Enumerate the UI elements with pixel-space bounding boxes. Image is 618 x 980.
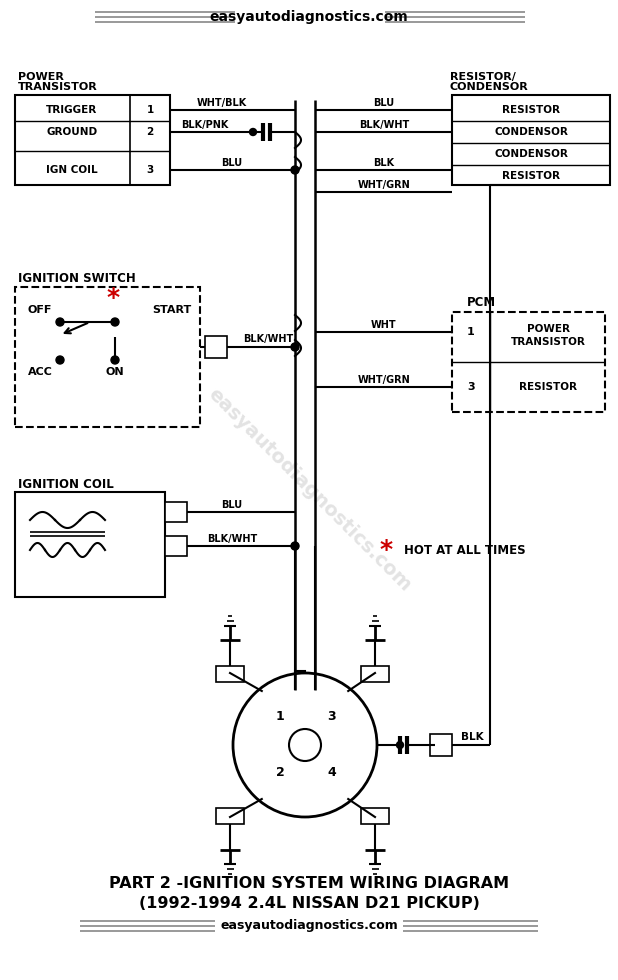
Text: BLU: BLU (221, 500, 242, 510)
Bar (361, 666, 389, 682)
Text: PCM: PCM (467, 297, 496, 310)
Circle shape (291, 542, 299, 550)
Text: easyautodiagnostics.com: easyautodiagnostics.com (220, 919, 398, 933)
Text: RESISTOR: RESISTOR (502, 171, 560, 181)
Text: WHT: WHT (371, 320, 397, 330)
Text: RESISTOR: RESISTOR (519, 382, 577, 392)
Bar (430, 734, 452, 756)
Text: POWER: POWER (18, 72, 64, 82)
Text: ON: ON (106, 367, 124, 377)
Text: 1: 1 (467, 327, 475, 337)
Text: *: * (380, 538, 393, 562)
Bar (205, 336, 227, 358)
Circle shape (56, 318, 64, 326)
Text: TRIGGER: TRIGGER (46, 105, 98, 115)
Text: easyautodiagnostics.com: easyautodiagnostics.com (210, 10, 408, 24)
Circle shape (250, 128, 256, 135)
Text: easyautodiagnostics.com: easyautodiagnostics.com (204, 385, 414, 595)
Text: IGN COIL: IGN COIL (46, 165, 98, 175)
Text: 2: 2 (146, 127, 154, 137)
Text: PART 2 -IGNITION SYSTEM WIRING DIAGRAM: PART 2 -IGNITION SYSTEM WIRING DIAGRAM (109, 876, 509, 892)
Bar (452, 312, 605, 412)
Circle shape (111, 356, 119, 364)
Text: BLK: BLK (460, 732, 483, 742)
Text: ACC: ACC (28, 367, 53, 377)
Text: 1: 1 (276, 710, 284, 723)
Text: CONDENSOR: CONDENSOR (494, 127, 568, 137)
Text: BLK/PNK: BLK/PNK (181, 120, 229, 130)
Text: GROUND: GROUND (46, 127, 98, 137)
Text: TRANSISTOR: TRANSISTOR (510, 337, 585, 347)
Circle shape (397, 742, 404, 749)
Circle shape (56, 356, 64, 364)
Text: BLK: BLK (373, 158, 394, 168)
Text: 1: 1 (146, 105, 154, 115)
Text: 3: 3 (467, 382, 475, 392)
Text: *: * (106, 286, 119, 310)
Text: START: START (153, 305, 192, 315)
Text: CONDENSOR: CONDENSOR (450, 82, 529, 92)
Circle shape (291, 343, 299, 351)
Circle shape (233, 673, 377, 817)
Text: 3: 3 (146, 165, 154, 175)
Text: BLK/WHT: BLK/WHT (207, 534, 257, 544)
Bar (15, 287, 200, 427)
Bar (165, 502, 187, 522)
Text: TRANSISTOR: TRANSISTOR (18, 82, 98, 92)
Text: OFF: OFF (28, 305, 52, 315)
Text: RESISTOR: RESISTOR (502, 105, 560, 115)
Bar (15, 95, 170, 185)
Text: WHT/GRN: WHT/GRN (358, 375, 410, 385)
Bar (15, 492, 165, 597)
Text: BLK/WHT: BLK/WHT (359, 120, 409, 130)
Text: HOT AT ALL TIMES: HOT AT ALL TIMES (404, 544, 526, 557)
Circle shape (111, 318, 119, 326)
Bar (165, 536, 187, 556)
Text: IGNITION SWITCH: IGNITION SWITCH (18, 271, 136, 284)
Text: 4: 4 (328, 766, 336, 779)
Text: BLK/WHT: BLK/WHT (243, 334, 293, 344)
Bar (361, 808, 389, 824)
Text: RESISTOR/: RESISTOR/ (450, 72, 516, 82)
Circle shape (291, 166, 299, 174)
Bar (452, 95, 610, 185)
Text: POWER: POWER (527, 324, 570, 334)
Text: BLU: BLU (221, 158, 242, 168)
Bar (216, 666, 244, 682)
Text: WHT/BLK: WHT/BLK (197, 98, 247, 108)
Text: 3: 3 (328, 710, 336, 723)
Text: IGNITION COIL: IGNITION COIL (18, 478, 114, 492)
Text: BLU: BLU (373, 98, 394, 108)
Text: 2: 2 (276, 766, 284, 779)
Text: WHT/GRN: WHT/GRN (358, 180, 410, 190)
Text: (1992-1994 2.4L NISSAN D21 PICKUP): (1992-1994 2.4L NISSAN D21 PICKUP) (138, 897, 480, 911)
Circle shape (289, 729, 321, 761)
Bar (216, 808, 244, 824)
Text: CONDENSOR: CONDENSOR (494, 149, 568, 159)
